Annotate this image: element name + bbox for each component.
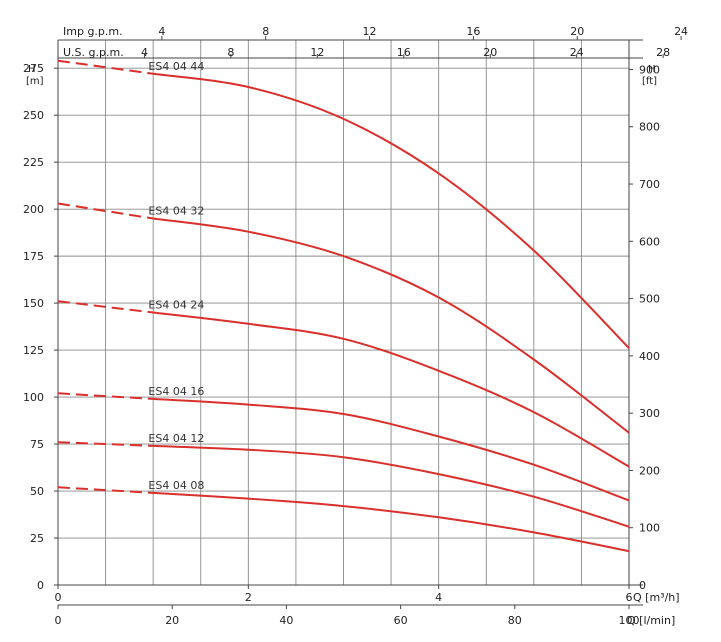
- x-us-gpm-tick-label: 4: [141, 46, 148, 59]
- x-m3h-tick-label: 6: [626, 591, 633, 604]
- y-left-tick-label: 250: [23, 109, 44, 122]
- y-right-tick-label: 900: [639, 63, 660, 76]
- y-right-tick-label: 500: [639, 293, 660, 306]
- x-us-gpm-tick-label: 28: [656, 46, 670, 59]
- x-us-gpm-axis-title: U.S. g.p.m.: [63, 46, 124, 59]
- curve-label-series-1: ES4 04 44: [148, 60, 204, 73]
- grid: [57, 40, 630, 586]
- curve-label-series-2: ES4 04 32: [148, 205, 204, 218]
- x-us-gpm-tick-label: 20: [483, 46, 497, 59]
- x-lmin-tick-label: 0: [55, 614, 62, 627]
- x-imp-gpm-tick-label: 4: [158, 25, 165, 38]
- y-right-tick-label: 300: [639, 407, 660, 420]
- x-us-gpm-tick-label: 8: [227, 46, 234, 59]
- y-left-tick-label: 275: [23, 62, 44, 75]
- x-m3h-tick-label: 0: [55, 591, 62, 604]
- x-imp-gpm-tick-label: 8: [262, 25, 269, 38]
- curve-series-5: [153, 444, 630, 528]
- y-left-tick-label: 50: [30, 485, 44, 498]
- curve-series-2: [153, 217, 630, 434]
- y-left-tick-label: 25: [30, 532, 44, 545]
- y-right-tick-label: 700: [639, 178, 660, 191]
- x-m3h-tick-label: 2: [245, 591, 252, 604]
- y-left-tick-label: 75: [30, 438, 44, 451]
- x-us-gpm-tick-label: 16: [397, 46, 411, 59]
- y-left-axis-title: H: [28, 64, 36, 75]
- x-us-gpm-tick-label: 12: [310, 46, 324, 59]
- axes: 0255075100125150175200225250275H[m]01002…: [23, 25, 688, 627]
- x-imp-gpm-tick-label: 16: [466, 25, 480, 38]
- x-imp-gpm-tick-label: 24: [674, 25, 688, 38]
- y-right-tick-label: 0: [639, 579, 646, 592]
- x-lmin-tick-label: 20: [165, 614, 179, 627]
- x-lmin-tick-label: 40: [279, 614, 293, 627]
- x-lmin-tick-label: 60: [394, 614, 408, 627]
- curve-label-series-4: ES4 04 16: [148, 385, 204, 398]
- curve-labels: ES4 04 44 ES4 04 32 ES4 04 24 ES4 04 16 ES4 …: [148, 60, 204, 492]
- curve-label-series-5: ES4 04 12: [148, 432, 204, 445]
- curve-dashed-series-2: [57, 202, 154, 220]
- y-left-tick-label: 175: [23, 250, 44, 263]
- y-left-tick-label: 100: [23, 391, 44, 404]
- x-lmin-tick-label: 80: [508, 614, 522, 627]
- y-right-tick-label: 100: [639, 522, 660, 535]
- x-m3h-tick-label: 4: [435, 591, 442, 604]
- curves: [57, 59, 630, 553]
- curve-dashed-series-1: [57, 59, 154, 75]
- curve-dashed-series-6: [57, 486, 154, 494]
- curve-label-series-3: ES4 04 24: [148, 299, 204, 312]
- y-left-tick-label: 150: [23, 297, 44, 310]
- x-m3h-axis-title: Q [m³/h]: [633, 591, 680, 604]
- x-us-gpm-tick-label: 24: [570, 46, 584, 59]
- y-right-axis-unit: [ft]: [642, 76, 657, 87]
- curve-series-3: [153, 311, 630, 468]
- y-left-tick-label: 125: [23, 344, 44, 357]
- y-right-tick-label: 200: [639, 464, 660, 477]
- y-right-axis-title: H: [648, 64, 656, 75]
- y-right-tick-label: 400: [639, 350, 660, 363]
- x-imp-gpm-tick-label: 12: [363, 25, 377, 38]
- curve-label-series-6: ES4 04 08: [148, 479, 204, 492]
- curve-dashed-series-4: [57, 392, 154, 400]
- y-left-axis-unit: [m]: [26, 76, 44, 87]
- curve-dashed-series-3: [57, 300, 154, 314]
- y-left-tick-label: 200: [23, 203, 44, 216]
- curve-series-4: [153, 397, 630, 502]
- y-left-tick-label: 225: [23, 156, 44, 169]
- x-imp-gpm-axis-title: Imp g.p.m.: [63, 25, 123, 38]
- curve-dashed-series-5: [57, 441, 154, 447]
- curve-series-6: [153, 491, 630, 553]
- y-right-tick-label: 600: [639, 235, 660, 248]
- y-right-tick-label: 800: [639, 121, 660, 134]
- curve-series-1: [153, 72, 630, 349]
- x-imp-gpm-tick-label: 20: [570, 25, 584, 38]
- x-lmin-axis-title: Q [l/min]: [627, 614, 675, 627]
- y-left-tick-label: 0: [37, 579, 44, 592]
- x-lmin-tick-label: 100: [619, 614, 640, 627]
